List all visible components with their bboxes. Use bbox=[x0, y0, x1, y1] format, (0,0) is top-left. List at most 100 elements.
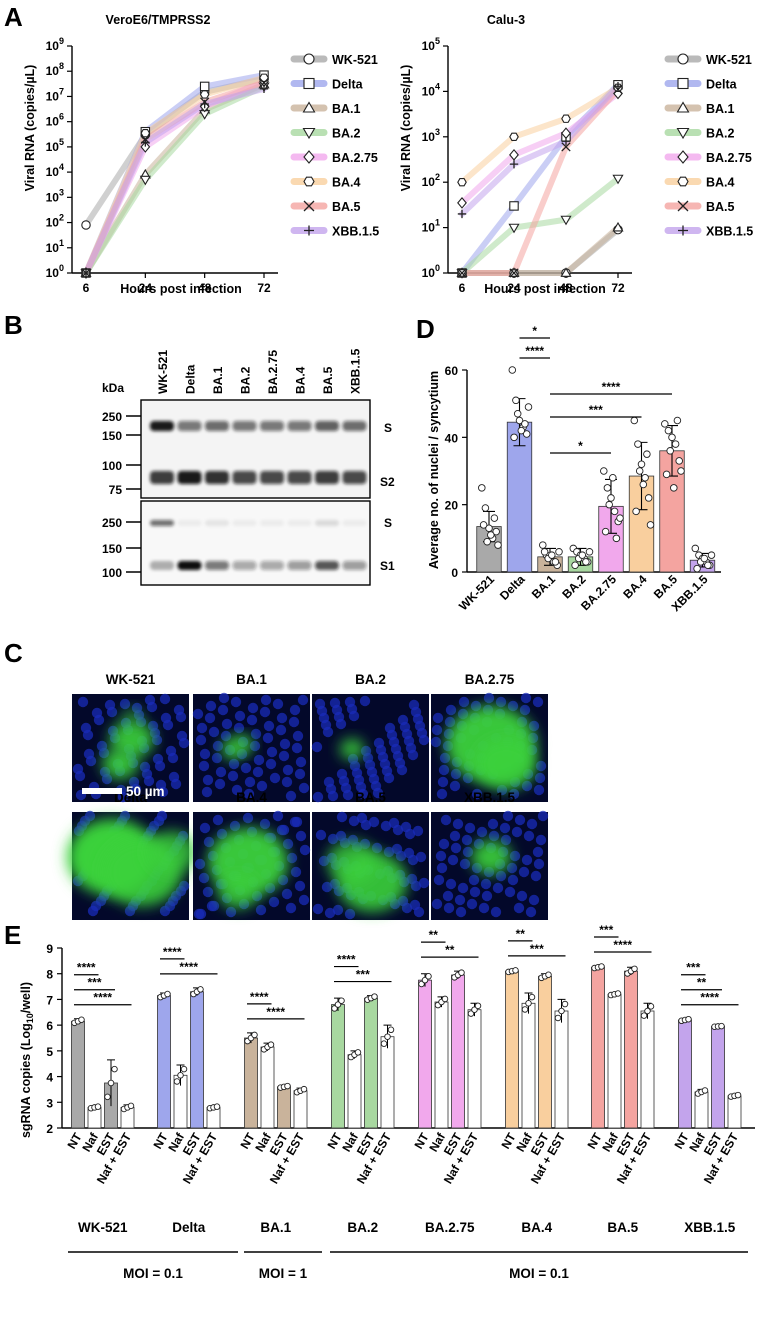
band-label-s2: S2 bbox=[380, 475, 395, 489]
nucleus bbox=[265, 758, 277, 770]
data-point-XBB.1.5 bbox=[81, 268, 91, 278]
nucleus bbox=[268, 896, 280, 908]
data-point bbox=[474, 1002, 482, 1010]
data-point-BA.4 bbox=[641, 473, 649, 482]
band-s-bottom bbox=[342, 520, 367, 526]
nucleus bbox=[526, 818, 538, 830]
blot-unit-label: kDa bbox=[102, 381, 124, 395]
group-label: Delta bbox=[172, 1220, 206, 1235]
nucleus bbox=[282, 838, 294, 850]
nucleus bbox=[290, 866, 302, 878]
group-label: BA.5 bbox=[607, 1220, 638, 1235]
nucleus bbox=[151, 734, 163, 746]
nucleus bbox=[253, 754, 265, 766]
bar-BA.2.75 bbox=[434, 1001, 449, 1129]
significance-label: *** bbox=[356, 968, 370, 982]
group-label: BA.2 bbox=[347, 1220, 378, 1235]
micrograph-label: BA.2.75 bbox=[465, 672, 515, 687]
nucleus bbox=[530, 870, 542, 882]
band-label-s: S bbox=[384, 421, 392, 435]
nucleus bbox=[162, 719, 174, 731]
syncytium-bar-chart: Average no. of nuclei / syncytium 0 20 40 6… bbox=[427, 324, 721, 614]
legend-marker-BA.4 bbox=[303, 176, 315, 187]
data-point-BA.4 bbox=[632, 507, 640, 516]
blot-lane-label: BA.1 bbox=[211, 366, 225, 394]
sgrna-bar-chart: sgRNA copies (Log10/well) 23456789NTNafE… bbox=[19, 923, 755, 1281]
nucleus bbox=[229, 820, 241, 832]
data-point-BA.1 bbox=[555, 548, 563, 556]
nucleus bbox=[85, 755, 97, 767]
legend-marker-BA.1 bbox=[676, 101, 690, 113]
nucleus bbox=[409, 899, 421, 911]
data-point-BA.1 bbox=[560, 267, 572, 277]
nucleus bbox=[495, 696, 507, 708]
nucleus bbox=[259, 706, 271, 718]
group-label: BA.1 bbox=[260, 1220, 291, 1235]
nucleus bbox=[321, 881, 333, 893]
significance-label: **** bbox=[266, 1005, 285, 1019]
significance-label: **** bbox=[525, 344, 544, 358]
nucleus bbox=[396, 764, 408, 776]
nucleus bbox=[278, 750, 290, 762]
data-point-XBB.1.5 bbox=[457, 209, 467, 219]
nucleus bbox=[433, 874, 445, 886]
data-point-WK-521 bbox=[479, 521, 488, 529]
nucleus bbox=[202, 774, 214, 786]
nucleus bbox=[234, 710, 246, 722]
data-point bbox=[640, 1012, 648, 1019]
band-s1 bbox=[315, 561, 339, 570]
y-tick-label: 5 bbox=[46, 1045, 53, 1059]
data-point-BA.2 bbox=[571, 561, 579, 570]
band-label-s: S bbox=[384, 516, 392, 530]
nucleus bbox=[507, 700, 519, 712]
nucleus bbox=[201, 786, 213, 798]
data-point-BA.1 bbox=[539, 541, 547, 549]
band-s1 bbox=[287, 561, 312, 570]
nucleus bbox=[227, 770, 239, 782]
y-tick-label-calu3: 104 bbox=[422, 81, 440, 98]
nucleus bbox=[449, 780, 461, 792]
series-line-BA.5 bbox=[459, 86, 621, 276]
bar-XBB.1.5 bbox=[694, 1091, 709, 1129]
data-point bbox=[598, 963, 605, 970]
nucleus bbox=[454, 894, 466, 906]
blot-lane-label: Delta bbox=[184, 364, 198, 394]
panel-label-d: D bbox=[416, 314, 435, 344]
data-point-BA.4 bbox=[646, 521, 655, 529]
data-point bbox=[380, 1040, 388, 1047]
data-point-BA.1 bbox=[551, 558, 560, 566]
nucleus bbox=[372, 787, 384, 799]
data-point bbox=[528, 993, 536, 1001]
data-point-BA.4 bbox=[634, 440, 642, 448]
nucleus bbox=[532, 696, 544, 708]
y-axis-label-sgrna: sgRNA copies (Log10/well) bbox=[19, 982, 35, 1138]
nucleus bbox=[156, 810, 168, 822]
nucleus bbox=[418, 734, 430, 746]
nucleus bbox=[455, 906, 467, 918]
nucleus bbox=[203, 836, 215, 848]
legend-marker-BA.5 bbox=[677, 200, 689, 212]
syncytium bbox=[221, 738, 245, 760]
band-s-bottom bbox=[150, 520, 174, 526]
blot-lane-label: BA.5 bbox=[321, 366, 335, 394]
data-point-WK-521 bbox=[483, 537, 491, 546]
data-point-BA.4 bbox=[509, 132, 519, 141]
band-s2 bbox=[287, 471, 312, 484]
data-point-XBB.1.5 bbox=[509, 159, 519, 169]
legend-vero: WK-521 Delta BA.1 BA.2 BA.2.75 BA.4 BA.5 XBB.1.… bbox=[290, 53, 379, 239]
nucleus bbox=[244, 776, 256, 788]
nucleus bbox=[459, 858, 471, 870]
nucleus bbox=[481, 890, 493, 902]
nucleus bbox=[279, 738, 291, 750]
nucleus bbox=[202, 886, 214, 898]
nucleus bbox=[525, 906, 537, 918]
nucleus bbox=[221, 718, 233, 730]
nucleus bbox=[406, 873, 418, 885]
bar-Delta bbox=[157, 995, 171, 1129]
nucleus bbox=[442, 890, 454, 902]
nucleus bbox=[450, 842, 462, 854]
data-point bbox=[94, 1103, 102, 1110]
band-s-bottom bbox=[315, 520, 339, 526]
nucleus bbox=[146, 701, 158, 713]
significance-label: **** bbox=[77, 961, 96, 975]
